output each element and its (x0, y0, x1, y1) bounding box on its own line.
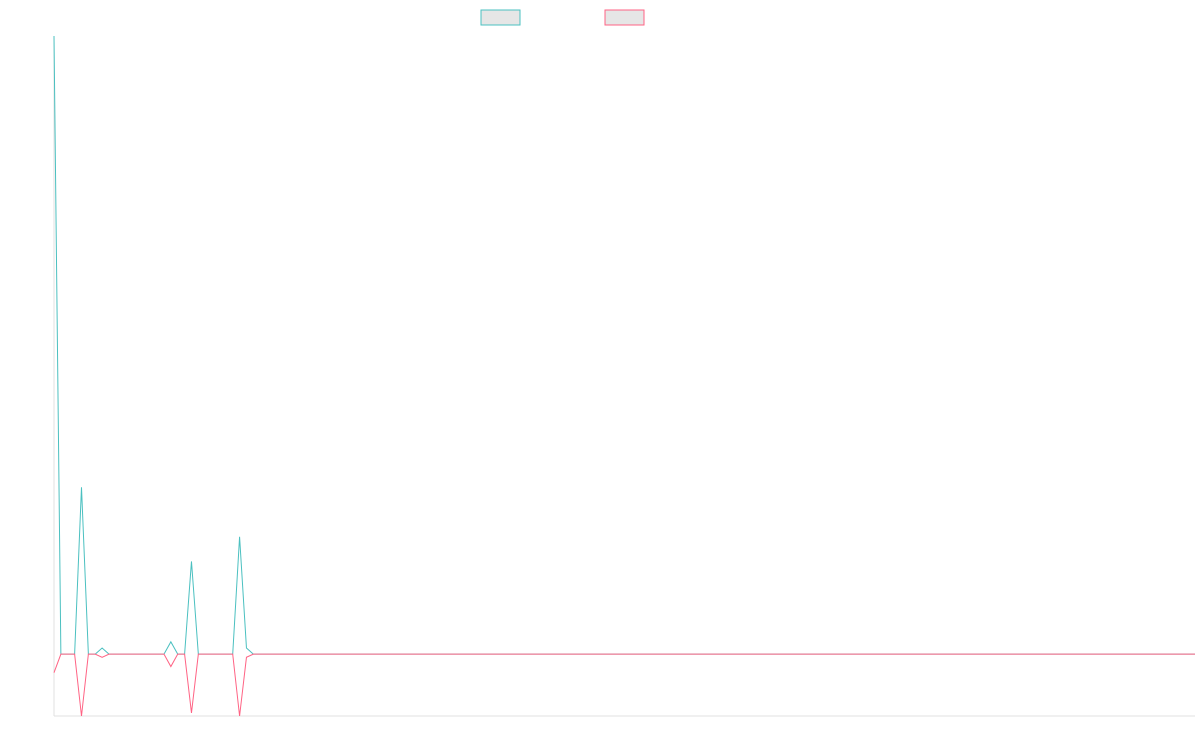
legend-swatch (604, 9, 645, 26)
series-line (53, 35, 1195, 655)
legend-swatch (480, 9, 521, 26)
series-line (53, 653, 1195, 717)
